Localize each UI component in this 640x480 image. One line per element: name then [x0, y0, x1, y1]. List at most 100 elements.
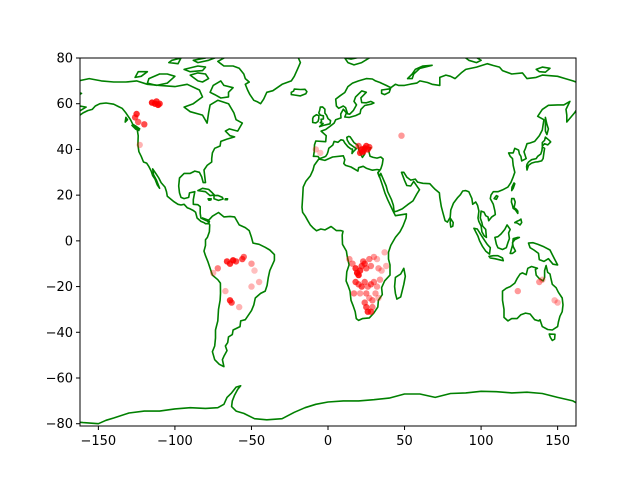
fire-points: [131, 98, 561, 315]
data-point: [373, 255, 381, 263]
x-tick-label: 150: [545, 434, 570, 449]
y-tick-label: −40: [46, 326, 73, 341]
data-point: [361, 278, 368, 286]
data-point: [378, 267, 385, 274]
coastline-26: [535, 66, 551, 73]
coastline-16: [168, 58, 182, 65]
coastline-43: [80, 385, 576, 425]
coastline-23: [344, 58, 371, 66]
coastline-39: [501, 264, 564, 331]
coastline-1: [201, 211, 276, 368]
y-axis-ticks: −80 −60 −40 −20 0 20 40 60 80: [46, 52, 80, 432]
coastline-11: [209, 80, 234, 99]
y-tick-label: −80: [46, 417, 73, 432]
data-point: [398, 132, 405, 139]
y-tick-label: 20: [56, 189, 73, 204]
coastline-33: [514, 218, 523, 226]
coastline-36: [494, 224, 511, 251]
data-point: [539, 276, 546, 283]
data-point: [248, 283, 255, 290]
data-point: [214, 265, 221, 272]
data-point: [383, 262, 390, 270]
coastline-27: [544, 116, 550, 136]
coastline-14: [183, 65, 207, 73]
data-point: [375, 265, 382, 272]
x-tick-label: 50: [396, 434, 413, 449]
coastline-2: [301, 155, 408, 322]
data-point: [358, 283, 365, 290]
data-point: [240, 253, 247, 261]
coastline-4: [312, 62, 576, 158]
coastline-19: [197, 187, 216, 197]
coastline-9: [217, 58, 302, 105]
data-point: [135, 118, 142, 126]
data-point: [255, 278, 263, 286]
y-tick-label: −60: [46, 372, 73, 387]
coastline-10: [189, 72, 210, 83]
y-tick-label: 0: [65, 234, 73, 249]
data-point: [222, 287, 229, 295]
coastline-34: [473, 227, 492, 255]
coastline-31: [493, 194, 499, 201]
coastline-28: [525, 146, 546, 171]
y-tick-label: 60: [56, 97, 73, 112]
y-tick-label: −20: [46, 280, 73, 295]
data-point: [228, 299, 235, 306]
data-point: [346, 255, 353, 263]
coastline-24: [406, 64, 433, 80]
coastline-8: [290, 88, 308, 97]
coastline-17: [124, 116, 129, 123]
data-point: [372, 290, 379, 297]
coastline-30: [510, 182, 516, 192]
data-point: [375, 294, 382, 302]
data-point: [317, 149, 324, 157]
data-point: [554, 299, 561, 306]
coastline-5: [312, 100, 576, 239]
coastline-21: [207, 198, 212, 201]
data-point: [349, 260, 356, 267]
data-point: [232, 258, 240, 265]
x-tick-label: −150: [81, 434, 117, 449]
y-tick-label: 80: [56, 52, 73, 67]
x-tick-label: 100: [469, 434, 494, 449]
coastlines: [80, 58, 576, 425]
coastline-32: [510, 197, 519, 215]
coastline-25: [465, 58, 482, 64]
data-point: [369, 303, 376, 311]
data-point: [312, 146, 319, 153]
data-point: [356, 290, 364, 297]
data-point: [551, 297, 558, 304]
data-point: [156, 100, 163, 107]
data-point: [369, 297, 376, 304]
coastline-38: [527, 241, 559, 266]
data-point: [350, 290, 358, 297]
data-point: [136, 141, 143, 149]
data-point: [251, 267, 258, 274]
coastline-37: [509, 236, 521, 255]
coastline-22: [224, 198, 229, 201]
data-point: [355, 142, 362, 150]
data-point: [141, 121, 148, 128]
coastline-12: [146, 73, 176, 87]
coastline-15: [192, 58, 217, 64]
data-point: [366, 255, 373, 263]
coastline-3: [393, 267, 407, 300]
data-point: [514, 287, 521, 295]
data-point: [370, 278, 378, 286]
coastline-42: [449, 217, 454, 228]
coastline-13: [134, 70, 149, 79]
coastline-40: [548, 333, 556, 342]
coastline-35: [488, 254, 505, 262]
data-point: [373, 283, 381, 290]
data-point: [210, 269, 217, 277]
coastline-6: [318, 106, 332, 128]
data-point: [381, 249, 388, 256]
x-tick-label: 0: [324, 434, 332, 449]
coastline-18: [131, 124, 140, 132]
data-point: [133, 110, 140, 118]
data-point: [376, 276, 384, 283]
x-tick-label: −50: [238, 434, 265, 449]
data-point: [363, 290, 370, 297]
